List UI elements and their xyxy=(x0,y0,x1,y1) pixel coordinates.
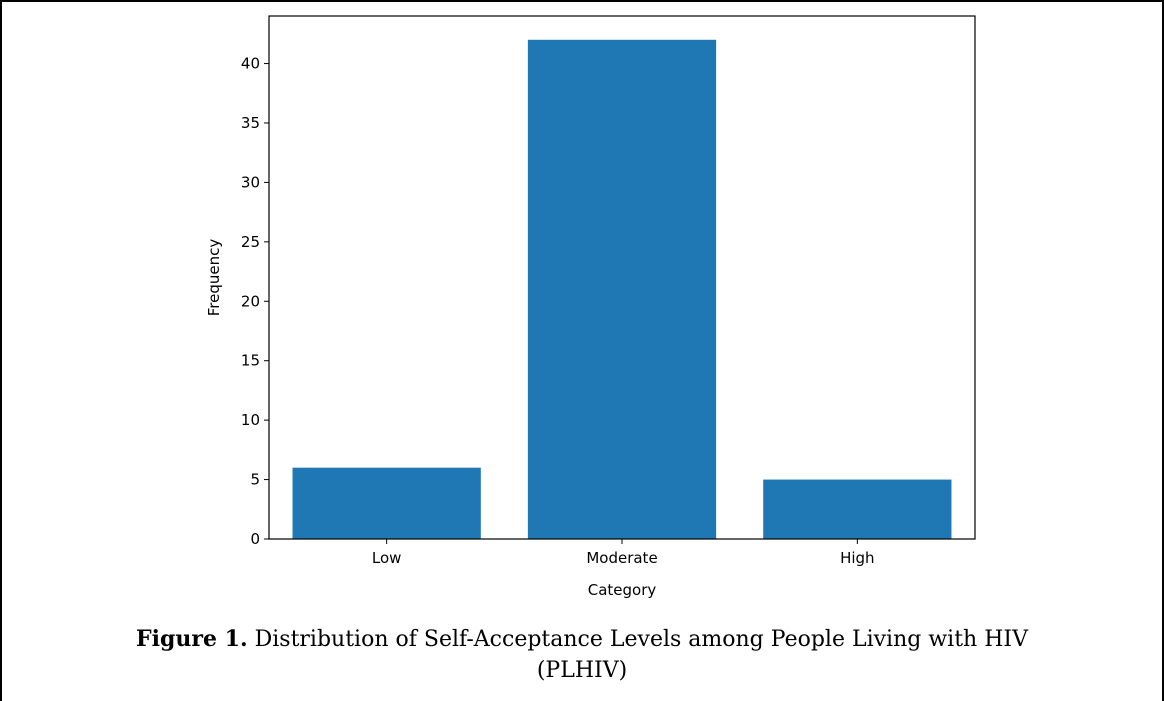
x-axis-label: Category xyxy=(588,581,657,599)
caption-text-line2: (PLHIV) xyxy=(536,658,628,683)
plot-area: Low Moderate High 0 5 10 15 20 25 30 35 40 Category F… xyxy=(205,15,976,599)
bar-high xyxy=(763,479,952,539)
frame-top-border xyxy=(0,0,1164,2)
y-tick-label: 15 xyxy=(241,352,260,370)
y-tick-label: 10 xyxy=(241,411,260,429)
bar-low xyxy=(292,467,481,539)
y-tick-label: 0 xyxy=(250,530,260,548)
x-tick-label: Low xyxy=(372,549,402,567)
y-tick-label: 35 xyxy=(241,114,260,132)
bar-chart: Low Moderate High 0 5 10 15 20 25 30 35 40 Category F… xyxy=(205,15,976,599)
axes-frame xyxy=(268,15,976,540)
y-axis-label: Frequency xyxy=(205,239,223,317)
x-tick-label: Moderate xyxy=(586,549,657,567)
y-tick-label: 30 xyxy=(241,173,260,191)
x-tick-label: High xyxy=(840,549,874,567)
y-tick-label: 5 xyxy=(250,471,260,489)
y-tick-label: 40 xyxy=(241,55,260,73)
figure-caption: Figure 1. Distribution of Self-Acceptanc… xyxy=(0,624,1164,686)
frame-left-border xyxy=(0,0,2,701)
caption-label: Figure 1. xyxy=(136,626,248,652)
bar-moderate xyxy=(527,39,717,539)
y-tick-label: 25 xyxy=(241,233,260,251)
frame-right-border xyxy=(1162,0,1164,701)
caption-text: Distribution of Self-Acceptance Levels a… xyxy=(247,627,1028,652)
y-tick-label: 20 xyxy=(241,292,260,310)
